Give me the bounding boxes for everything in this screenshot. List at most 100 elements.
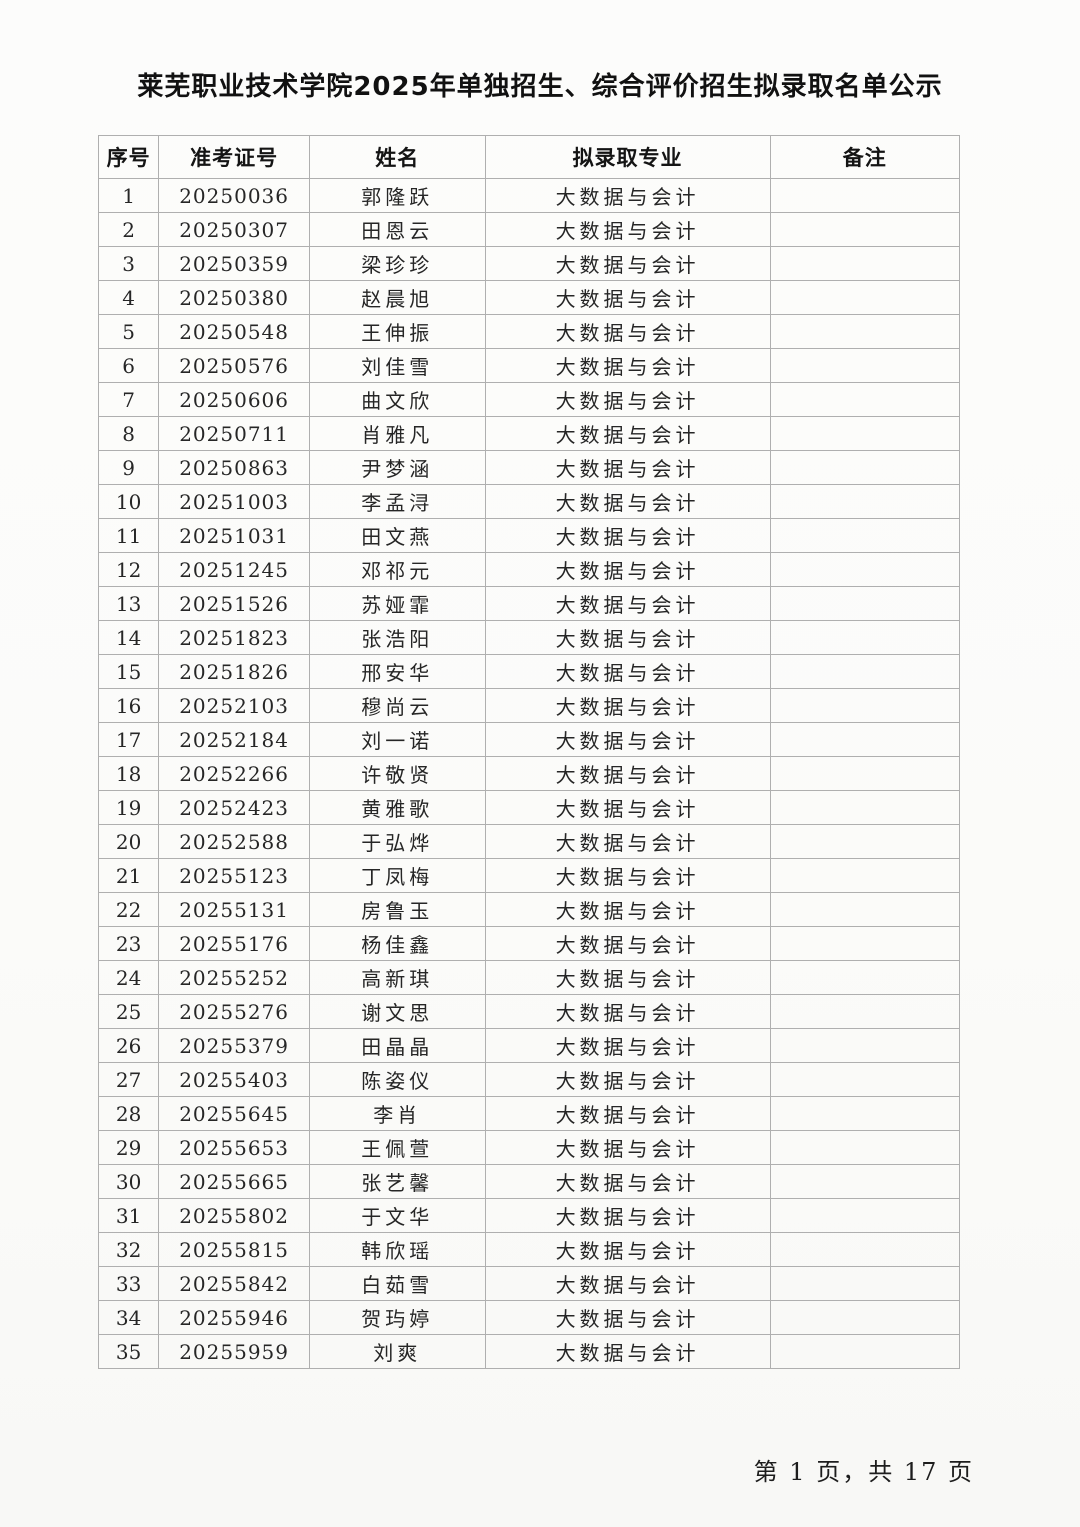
cell-remark: [769, 756, 961, 791]
cell-row-number: 16: [97, 688, 160, 723]
cell-row-number: 11: [97, 518, 160, 553]
cell-remark: [769, 1028, 961, 1063]
cell-name: 王伸振: [308, 314, 486, 349]
cell-row-number: 23: [97, 926, 160, 961]
table-row: 14 20251823 张浩阳 大数据与会计: [97, 620, 961, 655]
cell-major: 大数据与会计: [484, 1062, 771, 1097]
cell-remark: [769, 178, 961, 213]
cell-remark: [769, 1198, 961, 1233]
cell-remark: [769, 858, 961, 893]
cell-exam-no: 20252266: [158, 756, 310, 791]
cell-row-number: 10: [97, 484, 160, 519]
cell-name: 韩欣瑶: [308, 1232, 486, 1267]
cell-remark: [769, 552, 961, 587]
cell-name: 张艺馨: [308, 1164, 486, 1199]
cell-row-number: 34: [97, 1300, 160, 1335]
cell-major: 大数据与会计: [484, 586, 771, 621]
cell-exam-no: 20255379: [158, 1028, 310, 1063]
cell-remark: [769, 654, 961, 689]
cell-name: 杨佳鑫: [308, 926, 486, 961]
cell-remark: [769, 790, 961, 825]
cell-major: 大数据与会计: [484, 348, 771, 383]
table-row: 18 20252266 许敬贤 大数据与会计: [97, 756, 961, 791]
table-row: 24 20255252 高新琪 大数据与会计: [97, 960, 961, 995]
cell-row-number: 22: [97, 892, 160, 927]
cell-name: 刘佳雪: [308, 348, 486, 383]
table-row: 32 20255815 韩欣瑶 大数据与会计: [97, 1232, 961, 1267]
cell-row-number: 2: [97, 212, 160, 247]
cell-exam-no: 20252423: [158, 790, 310, 825]
cell-name: 黄雅歌: [308, 790, 486, 825]
cell-remark: [769, 1130, 961, 1165]
cell-row-number: 24: [97, 960, 160, 995]
table-row: 35 20255959 刘爽 大数据与会计: [97, 1334, 961, 1369]
cell-exam-no: 20251031: [158, 518, 310, 553]
cell-name: 许敬贤: [308, 756, 486, 791]
cell-exam-no: 20250359: [158, 246, 310, 281]
cell-name: 刘一诺: [308, 722, 486, 757]
cell-name: 白茹雪: [308, 1266, 486, 1301]
cell-major: 大数据与会计: [484, 926, 771, 961]
table-row: 9 20250863 尹梦涵 大数据与会计: [97, 450, 961, 485]
table-row: 31 20255802 于文华 大数据与会计: [97, 1198, 961, 1233]
cell-row-number: 30: [97, 1164, 160, 1199]
cell-row-number: 5: [97, 314, 160, 349]
cell-exam-no: 20255802: [158, 1198, 310, 1233]
table-row: 29 20255653 王佩萱 大数据与会计: [97, 1130, 961, 1165]
table-row: 17 20252184 刘一诺 大数据与会计: [97, 722, 961, 757]
cell-row-number: 27: [97, 1062, 160, 1097]
table-row: 5 20250548 王伸振 大数据与会计: [97, 314, 961, 349]
cell-exam-no: 20251245: [158, 552, 310, 587]
cell-major: 大数据与会计: [484, 552, 771, 587]
cell-name: 贺玙婷: [308, 1300, 486, 1335]
cell-exam-no: 20250548: [158, 314, 310, 349]
table-row: 34 20255946 贺玙婷 大数据与会计: [97, 1300, 961, 1335]
cell-name: 曲文欣: [308, 382, 486, 417]
cell-name: 于弘烨: [308, 824, 486, 859]
table-row: 30 20255665 张艺馨 大数据与会计: [97, 1164, 961, 1199]
cell-exam-no: 20255665: [158, 1164, 310, 1199]
cell-major: 大数据与会计: [484, 688, 771, 723]
table-row: 11 20251031 田文燕 大数据与会计: [97, 518, 961, 553]
cell-remark: [769, 484, 961, 519]
cell-exam-no: 20251823: [158, 620, 310, 655]
cell-name: 丁凤梅: [308, 858, 486, 893]
page-title: 莱芜职业技术学院2025年单独招生、综合评价招生拟录取名单公示: [137, 72, 943, 102]
cell-exam-no: 20255123: [158, 858, 310, 893]
table-row: 8 20250711 肖雅凡 大数据与会计: [97, 416, 961, 451]
cell-row-number: 3: [97, 246, 160, 281]
cell-remark: [769, 1266, 961, 1301]
cell-row-number: 14: [97, 620, 160, 655]
cell-row-number: 12: [97, 552, 160, 587]
cell-major: 大数据与会计: [484, 1300, 771, 1335]
cell-row-number: 35: [97, 1334, 160, 1369]
cell-major: 大数据与会计: [484, 246, 771, 281]
cell-exam-no: 20255252: [158, 960, 310, 995]
cell-row-number: 26: [97, 1028, 160, 1063]
cell-name: 梁珍珍: [308, 246, 486, 281]
cell-row-number: 21: [97, 858, 160, 893]
table-row: 19 20252423 黄雅歌 大数据与会计: [97, 790, 961, 825]
cell-row-number: 33: [97, 1266, 160, 1301]
table-row: 10 20251003 李孟浔 大数据与会计: [97, 484, 961, 519]
cell-major: 大数据与会计: [484, 518, 771, 553]
cell-row-number: 7: [97, 382, 160, 417]
cell-exam-no: 20250036: [158, 178, 310, 213]
cell-row-number: 18: [97, 756, 160, 791]
cell-major: 大数据与会计: [484, 1266, 771, 1301]
cell-row-number: 28: [97, 1096, 160, 1131]
table-row: 1 20250036 郭隆跃 大数据与会计: [97, 178, 961, 213]
cell-major: 大数据与会计: [484, 450, 771, 485]
table-row: 15 20251826 邢安华 大数据与会计: [97, 654, 961, 689]
cell-row-number: 32: [97, 1232, 160, 1267]
cell-remark: [769, 416, 961, 451]
cell-name: 李肖: [308, 1096, 486, 1131]
cell-row-number: 31: [97, 1198, 160, 1233]
cell-major: 大数据与会计: [484, 1232, 771, 1267]
cell-row-number: 25: [97, 994, 160, 1029]
table-row: 16 20252103 穆尚云 大数据与会计: [97, 688, 961, 723]
cell-exam-no: 20251526: [158, 586, 310, 621]
cell-remark: [769, 246, 961, 281]
cell-exam-no: 20255276: [158, 994, 310, 1029]
cell-name: 赵晨旭: [308, 280, 486, 315]
